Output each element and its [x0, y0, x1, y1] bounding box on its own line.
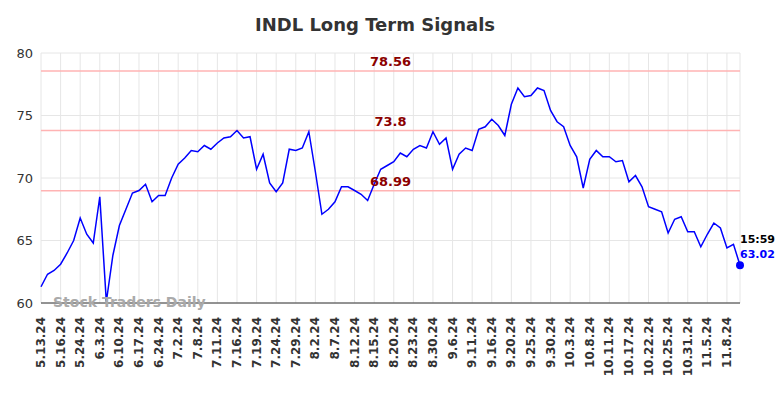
svg-text:8.23.24: 8.23.24: [406, 317, 420, 368]
svg-text:6.10.24: 6.10.24: [112, 317, 126, 368]
svg-text:10.8.24: 10.8.24: [583, 317, 597, 368]
svg-text:15:59: 15:59: [740, 233, 775, 246]
svg-text:7.29.24: 7.29.24: [289, 317, 303, 368]
svg-text:7.24.24: 7.24.24: [269, 317, 283, 368]
svg-text:10.17.24: 10.17.24: [622, 317, 636, 376]
svg-text:7.11.24: 7.11.24: [210, 317, 224, 368]
svg-text:5.13.24: 5.13.24: [34, 317, 48, 368]
svg-text:73.8: 73.8: [374, 114, 406, 129]
svg-text:8.2.24: 8.2.24: [308, 317, 322, 360]
svg-text:5.24.24: 5.24.24: [73, 317, 87, 368]
svg-text:78.56: 78.56: [370, 54, 411, 69]
html-text:Stock Traders Daily: Stock Traders Daily: [53, 294, 206, 310]
svg-text:80: 80: [16, 46, 33, 61]
svg-text:8.20.24: 8.20.24: [387, 317, 401, 368]
svg-text:65: 65: [16, 233, 33, 248]
svg-text:8.7.24: 8.7.24: [328, 317, 342, 360]
svg-text:6.3.24: 6.3.24: [93, 317, 107, 360]
svg-text:7.2.24: 7.2.24: [171, 317, 185, 360]
svg-text:70: 70: [16, 171, 33, 186]
svg-text:10.25.24: 10.25.24: [661, 317, 675, 376]
html-text:INDL Long Term Signals: INDL Long Term Signals: [254, 14, 495, 35]
svg-text:10.22.24: 10.22.24: [642, 317, 656, 376]
svg-text:7.19.24: 7.19.24: [250, 317, 264, 368]
svg-text:8.15.24: 8.15.24: [367, 317, 381, 368]
svg-text:6.24.24: 6.24.24: [152, 317, 166, 368]
svg-text:10.11.24: 10.11.24: [602, 317, 616, 376]
svg-text:7.16.24: 7.16.24: [230, 317, 244, 368]
svg-text:6.17.24: 6.17.24: [132, 317, 146, 368]
svg-text:7.8.24: 7.8.24: [191, 317, 205, 360]
svg-text:10.3.24: 10.3.24: [563, 317, 577, 368]
svg-text:9.30.24: 9.30.24: [544, 317, 558, 368]
svg-text:9.20.24: 9.20.24: [504, 317, 518, 368]
svg-text:68.99: 68.99: [370, 174, 411, 189]
svg-text:60: 60: [16, 296, 33, 311]
svg-text:10.31.24: 10.31.24: [681, 317, 695, 376]
svg-text:9.6.24: 9.6.24: [446, 317, 460, 360]
svg-text:11.5.24: 11.5.24: [700, 317, 714, 368]
svg-text:5.16.24: 5.16.24: [54, 317, 68, 368]
svg-text:9.25.24: 9.25.24: [524, 317, 538, 368]
svg-text:9.16.24: 9.16.24: [485, 317, 499, 368]
svg-text:11.8.24: 11.8.24: [720, 317, 734, 368]
svg-text:9.11.24: 9.11.24: [465, 317, 479, 368]
svg-text:75: 75: [16, 108, 33, 123]
svg-text:8.30.24: 8.30.24: [426, 317, 440, 368]
svg-text:8.12.24: 8.12.24: [348, 317, 362, 368]
svg-text:63.02: 63.02: [740, 248, 775, 261]
